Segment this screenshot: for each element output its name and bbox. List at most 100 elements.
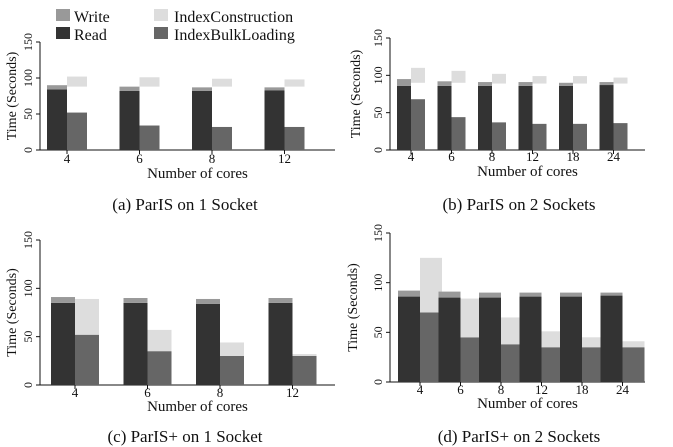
bar-index-bulk-loading <box>460 337 483 382</box>
bar-index-construction <box>492 73 506 84</box>
bar-read <box>478 85 492 150</box>
bar-index-construction <box>292 354 317 356</box>
bar-index-construction <box>420 257 442 313</box>
bar-index-construction <box>573 76 587 84</box>
bar-read <box>519 296 542 382</box>
legend-swatch-index-construction <box>154 9 168 21</box>
bar-write <box>119 86 140 91</box>
y-axis-label: Time (Seconds) <box>5 51 20 140</box>
bar-write <box>398 290 420 297</box>
bar-write <box>196 298 220 304</box>
bar-index-construction <box>139 77 160 87</box>
y-tick-label: 0 <box>21 382 35 388</box>
bar-read <box>518 85 533 150</box>
bar-read <box>600 295 623 382</box>
bar-index-bulk-loading <box>75 334 99 385</box>
x-tick-label: 12 <box>526 149 539 164</box>
bar-write <box>438 291 461 298</box>
x-tick-label: 18 <box>567 149 580 164</box>
legend-swatch-index-bulk-loading <box>154 27 168 39</box>
bar-write <box>518 82 533 86</box>
bar-read <box>268 302 293 385</box>
y-tick-label: 50 <box>371 326 385 338</box>
x-tick-label: 6 <box>457 382 464 397</box>
bar-write <box>51 297 75 303</box>
y-tick-label: 50 <box>21 331 35 343</box>
bar-index-construction <box>532 76 547 84</box>
y-tick-label: 50 <box>21 108 35 120</box>
bar-index-bulk-loading <box>139 125 160 150</box>
y-tick-label: 0 <box>371 379 385 385</box>
x-tick-label: 8 <box>217 385 224 400</box>
y-tick-label: 0 <box>371 147 385 153</box>
bar-write <box>600 292 623 296</box>
chart-panel-b: 0 50 100 150 Time (Seconds) 4 6 8 12 18 24 Number o… <box>349 29 645 214</box>
bar-index-bulk-loading <box>284 126 305 150</box>
y-tick-label: 150 <box>371 29 385 47</box>
chart-panel-c: 0 50 100 150 Time (Seconds) 4 6 8 12 Number of co… <box>5 231 335 446</box>
bar-index-construction <box>411 67 425 83</box>
bar-write <box>599 82 614 86</box>
bar-index-bulk-loading <box>67 112 87 150</box>
bar-write <box>268 298 293 303</box>
bar-index-bulk-loading <box>147 351 172 385</box>
bar-index-bulk-loading <box>212 126 232 150</box>
x-tick-label: 18 <box>576 382 589 397</box>
bar-index-bulk-loading <box>420 312 442 382</box>
bar-read <box>560 296 582 382</box>
x-tick-label: 12 <box>286 385 299 400</box>
bar-index-bulk-loading <box>411 99 425 150</box>
bar-index-bulk-loading <box>451 117 466 150</box>
bar-index-construction <box>147 329 172 352</box>
x-tick-label: 12 <box>535 382 548 397</box>
bar-index-construction <box>582 337 604 348</box>
legend: Write IndexConstruction Read IndexBulkLoadi… <box>56 9 295 44</box>
bar-read <box>437 85 452 150</box>
x-axis-label: Number of cores <box>477 396 578 412</box>
bar-index-construction <box>75 298 99 335</box>
bar-write <box>519 292 542 297</box>
y-axis-label: Time (Seconds) <box>346 263 361 352</box>
bar-write <box>560 292 582 297</box>
chart-caption: (c) ParIS+ on 1 Socket <box>107 427 262 446</box>
bar-index-construction <box>541 331 564 348</box>
bar-write <box>47 85 67 90</box>
chart-caption: (a) ParIS on 1 Socket <box>112 195 258 214</box>
y-tick-label: 100 <box>371 274 385 292</box>
bar-write <box>559 82 573 86</box>
chart-panel-d: 0 50 100 150 Time (Seconds) 4 6 8 12 18 24 Number o… <box>346 224 645 446</box>
x-tick-label: 8 <box>489 149 496 164</box>
bar-index-construction <box>67 76 87 87</box>
bar-index-bulk-loading <box>501 344 523 382</box>
bar-index-bulk-loading <box>582 347 604 382</box>
bar-write <box>123 298 148 303</box>
bar-read <box>438 297 461 382</box>
bar-read <box>397 85 411 150</box>
x-tick-label: 8 <box>498 382 505 397</box>
bar-read <box>192 90 212 150</box>
bar-read <box>123 302 148 385</box>
x-tick-label: 6 <box>136 151 143 166</box>
y-tick-label: 150 <box>21 33 35 51</box>
chart-caption: (b) ParIS on 2 Sockets <box>443 195 596 214</box>
bar-read <box>559 85 573 150</box>
bar-index-bulk-loading <box>492 122 506 150</box>
bar-index-bulk-loading <box>220 356 244 385</box>
y-axis-label: Time (Seconds) <box>5 268 20 357</box>
bar-index-construction <box>613 77 628 84</box>
x-axis-label: Number of cores <box>147 399 248 415</box>
x-tick-label: 6 <box>144 385 151 400</box>
y-axis-label: Time (Seconds) <box>349 49 364 138</box>
bar-index-bulk-loading <box>532 123 547 150</box>
bar-write <box>264 87 285 91</box>
bar-write <box>192 87 212 91</box>
y-tick-label: 0 <box>21 147 35 153</box>
x-tick-label: 24 <box>616 382 630 397</box>
bar-read <box>398 296 420 382</box>
x-tick-label: 4 <box>408 149 415 164</box>
bar-index-construction <box>212 78 232 87</box>
bar-read <box>264 90 285 150</box>
bar-read <box>196 303 220 385</box>
legend-label-write: Write <box>74 9 110 26</box>
